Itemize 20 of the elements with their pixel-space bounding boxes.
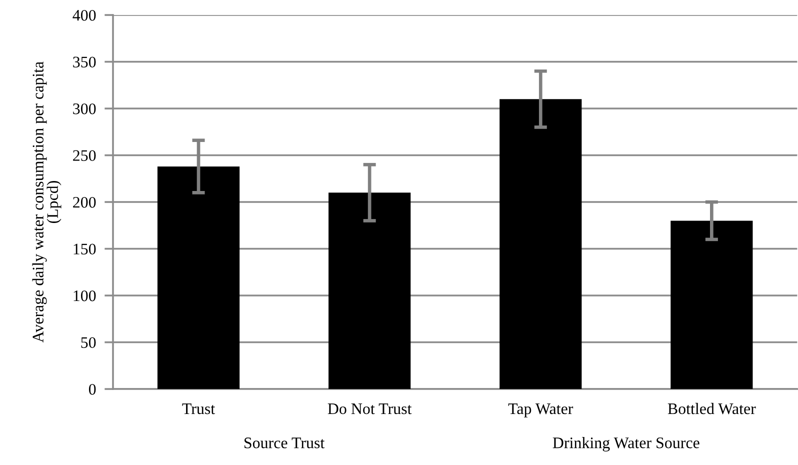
y-tick-label: 250 bbox=[73, 150, 96, 161]
y-tick-label: 150 bbox=[74, 244, 96, 254]
y-tick-label: 200 bbox=[73, 196, 96, 208]
x-tick-label: Tap Water bbox=[508, 404, 574, 418]
bar bbox=[157, 166, 240, 390]
y-tick-label: 400 bbox=[72, 10, 96, 21]
bar bbox=[328, 192, 411, 390]
y-tick-label: 300 bbox=[73, 103, 96, 114]
text: Drinking Water Source bbox=[552, 436, 700, 452]
y-tick-label: 100 bbox=[74, 290, 96, 302]
x-tick-label: Do Not Trust bbox=[328, 404, 412, 414]
bar bbox=[670, 220, 753, 390]
y-axis-title: Average daily water consumption per capita (Lpcd) bbox=[32, 62, 62, 343]
y-tick-label: 350 bbox=[73, 56, 96, 68]
source-note: Source Trust bbox=[244, 438, 325, 448]
y-tick-label: 50 bbox=[81, 337, 96, 348]
y-tick-label: 0 bbox=[88, 384, 96, 395]
bar bbox=[500, 99, 582, 390]
x-tick-label: Bottled Water bbox=[668, 402, 756, 414]
x-tick-label: Trust bbox=[182, 404, 216, 414]
